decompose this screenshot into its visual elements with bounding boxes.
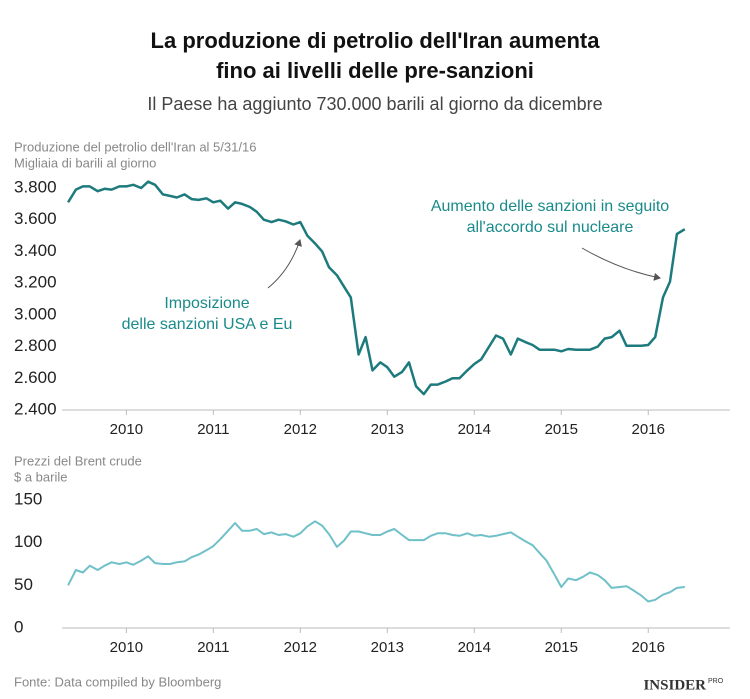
line <box>67 180 686 396</box>
logo: INSIDER <box>643 677 706 693</box>
x-tick-label: 2015 <box>545 421 578 438</box>
x-tick-label: 2013 <box>371 639 404 656</box>
x-tick-label: 2014 <box>458 639 491 656</box>
x-tick-label: 2014 <box>458 421 491 438</box>
y-tick-label: 150 <box>14 489 42 508</box>
x-tick-label: 2010 <box>110 639 143 656</box>
source: Fonte: Data compiled by Bloomberg <box>14 674 221 689</box>
x-tick-label: 2010 <box>110 421 143 438</box>
axis-label: Produzione del petrolio dell'Iran al 5/3… <box>14 139 256 154</box>
x-tick-label: 2015 <box>545 639 578 656</box>
y-tick-label: 3.600 <box>14 209 57 228</box>
x-tick-label: 2012 <box>284 421 317 438</box>
title: fino ai livelli delle pre-sanzioni <box>216 58 534 83</box>
annotation: Imposizione <box>164 295 249 312</box>
arrow <box>581 247 661 281</box>
axis-label: $ a barile <box>14 469 67 484</box>
y-tick-label: 3.000 <box>14 304 57 323</box>
x-tick-label: 2012 <box>284 639 317 656</box>
y-tick-label: 0 <box>14 617 23 636</box>
y-tick-label: 2.600 <box>14 368 57 387</box>
y-tick-label: 50 <box>14 575 33 594</box>
y-tick-label: 3.400 <box>14 241 57 260</box>
annotation: all'accordo sul nucleare <box>467 219 634 236</box>
line <box>67 520 685 603</box>
x-tick-label: 2016 <box>632 639 665 656</box>
logo-sup: PRO <box>708 678 724 685</box>
title: La produzione di petrolio dell'Iran aume… <box>151 28 601 53</box>
x-tick-label: 2011 <box>197 421 229 438</box>
annotation: Aumento delle sanzioni in seguito <box>431 198 669 215</box>
axis-label: Prezzi del Brent crude <box>14 453 142 468</box>
annotation: delle sanzioni USA e Eu <box>122 316 293 333</box>
y-tick-label: 2.800 <box>14 336 57 355</box>
x-tick-label: 2013 <box>371 421 404 438</box>
y-tick-label: 2.400 <box>14 399 57 418</box>
x-tick-label: 2016 <box>632 421 665 438</box>
subtitle: Il Paese ha aggiunto 730.000 barili al g… <box>147 94 602 114</box>
x-tick-label: 2011 <box>197 639 229 656</box>
y-tick-label: 3.200 <box>14 273 57 292</box>
y-tick-label: 100 <box>14 532 42 551</box>
axis-label: Migliaia di barili al giorno <box>14 155 156 170</box>
arrow <box>267 239 302 289</box>
y-tick-label: 3.800 <box>14 177 57 196</box>
